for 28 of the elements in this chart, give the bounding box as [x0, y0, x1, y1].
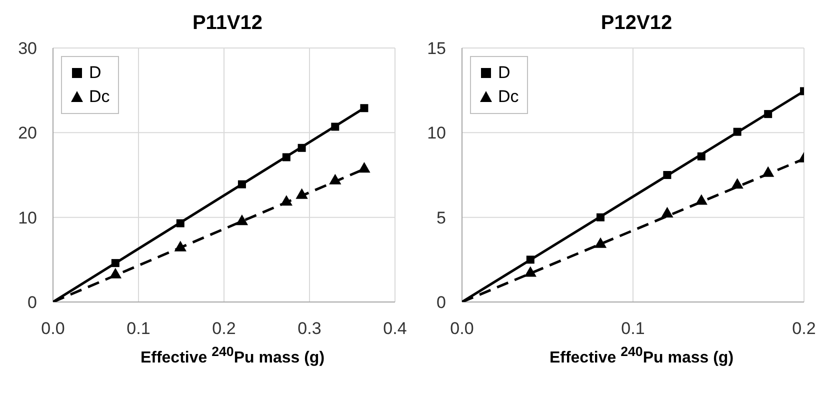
x-tick-label: 0.4	[383, 319, 407, 338]
chart-title: P11V12	[191, 11, 264, 36]
y-tick-label: 20	[18, 124, 37, 143]
x-tick-label: 0.2	[212, 319, 236, 338]
legend-label: D	[89, 63, 102, 83]
legend-label: Dc	[89, 87, 110, 107]
legend-label: Dc	[498, 87, 519, 107]
y-tick-label: 10	[18, 208, 37, 228]
x-tick-label: 0.0	[41, 319, 65, 338]
point	[661, 206, 674, 218]
y-tick-label: 0	[436, 293, 446, 312]
x-tick-label: 0.3	[298, 319, 322, 338]
y-tick-label: 15	[427, 39, 446, 58]
chart-title: P12V12	[600, 11, 674, 36]
point	[358, 162, 370, 173]
x-tick-label: 0.0	[450, 319, 474, 338]
x-axis-title: Effective $^{240}$Pu mass (g)	[548, 344, 735, 368]
y-tick-label: 5	[436, 208, 446, 228]
x-tick-label: 0.2	[792, 319, 816, 338]
point	[236, 214, 248, 226]
y-tick-label: 30	[18, 39, 37, 58]
y-tick-label: 10	[427, 124, 446, 143]
x-axis-title: Effective $^{240}$Pu mass (g)	[139, 344, 326, 368]
y-tick-label: 0	[28, 293, 37, 312]
point	[594, 237, 607, 248]
x-tick-label: 0.1	[621, 319, 645, 338]
legend-label: D	[498, 63, 510, 83]
x-tick-label: 0.1	[126, 319, 150, 338]
